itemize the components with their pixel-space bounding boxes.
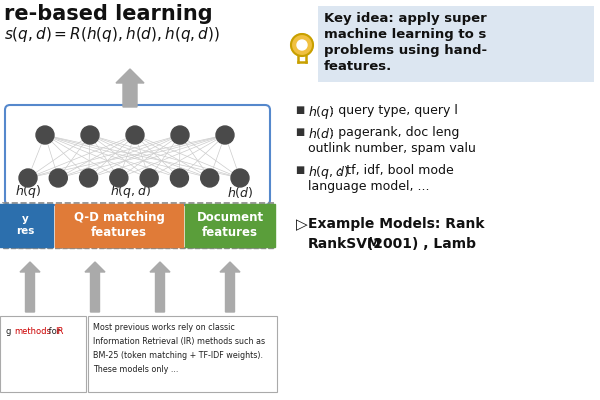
Circle shape [216, 126, 234, 144]
Text: $h(q)$: $h(q)$ [15, 183, 41, 200]
Text: $\blacksquare$: $\blacksquare$ [295, 164, 305, 176]
Text: : tf, idf, bool mode: : tf, idf, bool mode [338, 164, 454, 177]
Text: $\triangleright$: $\triangleright$ [295, 217, 308, 233]
Text: $s(q,d) = R(h(q), h(d), h(q,d))$: $s(q,d) = R(h(q), h(d), h(q,d))$ [4, 25, 220, 44]
Text: Key idea: apply super: Key idea: apply super [324, 12, 487, 25]
Circle shape [291, 34, 313, 56]
FancyArrow shape [116, 202, 144, 224]
Circle shape [170, 169, 188, 187]
FancyBboxPatch shape [0, 316, 86, 392]
Text: re-based learning: re-based learning [4, 4, 212, 24]
Text: $h(d)$: $h(d)$ [308, 126, 335, 141]
Text: : query type, query l: : query type, query l [330, 104, 458, 117]
Circle shape [201, 169, 219, 187]
Circle shape [171, 126, 189, 144]
FancyArrow shape [220, 262, 240, 312]
Text: $h(q,d)$: $h(q,d)$ [110, 183, 151, 200]
Circle shape [140, 169, 158, 187]
Text: : pagerank, doc leng: : pagerank, doc leng [330, 126, 460, 139]
Text: (2001) , Lamb: (2001) , Lamb [362, 237, 476, 251]
Circle shape [126, 126, 144, 144]
Text: $h(q)$: $h(q)$ [308, 104, 335, 121]
FancyBboxPatch shape [5, 105, 270, 205]
Circle shape [297, 40, 307, 50]
Text: RankSVM: RankSVM [308, 237, 382, 251]
FancyBboxPatch shape [88, 316, 277, 392]
Text: for: for [46, 327, 63, 336]
Circle shape [231, 169, 249, 187]
Bar [0, 204, 53, 247]
Text: language model, ...: language model, ... [308, 180, 430, 193]
Text: machine learning to s: machine learning to s [324, 28, 487, 41]
Text: y
res: y res [16, 214, 34, 236]
Bar [55, 204, 183, 247]
Text: Most previous works rely on classic: Most previous works rely on classic [93, 323, 235, 332]
Text: Information Retrieval (IR) methods such as: Information Retrieval (IR) methods such … [93, 337, 265, 346]
Text: methods: methods [14, 327, 51, 336]
FancyArrow shape [20, 262, 40, 312]
Circle shape [36, 126, 54, 144]
Text: outlink number, spam valu: outlink number, spam valu [308, 142, 476, 155]
Circle shape [81, 126, 99, 144]
Circle shape [110, 169, 128, 187]
Text: $h(q,d)$: $h(q,d)$ [308, 164, 349, 181]
FancyArrow shape [85, 262, 105, 312]
Text: IR: IR [55, 327, 64, 336]
Text: features.: features. [324, 60, 392, 73]
Text: Document
features: Document features [196, 211, 263, 239]
Text: BM-25 (token matching + TF-IDF weights).: BM-25 (token matching + TF-IDF weights). [93, 351, 263, 360]
Text: Example Models: Rank: Example Models: Rank [308, 217, 485, 231]
FancyBboxPatch shape [318, 6, 594, 82]
FancyArrow shape [116, 69, 144, 107]
Text: g: g [6, 327, 14, 336]
Text: Q-D matching
features: Q-D matching features [74, 211, 164, 239]
Circle shape [49, 169, 67, 187]
Text: $\blacksquare$: $\blacksquare$ [295, 104, 305, 116]
Text: $h(d)$: $h(d)$ [227, 185, 253, 200]
Circle shape [19, 169, 37, 187]
Text: problems using hand-: problems using hand- [324, 44, 487, 57]
Text: $\blacksquare$: $\blacksquare$ [295, 126, 305, 138]
Circle shape [80, 169, 98, 187]
Bar [185, 204, 275, 247]
FancyArrow shape [150, 262, 170, 312]
Text: These models only ...: These models only ... [93, 365, 178, 374]
